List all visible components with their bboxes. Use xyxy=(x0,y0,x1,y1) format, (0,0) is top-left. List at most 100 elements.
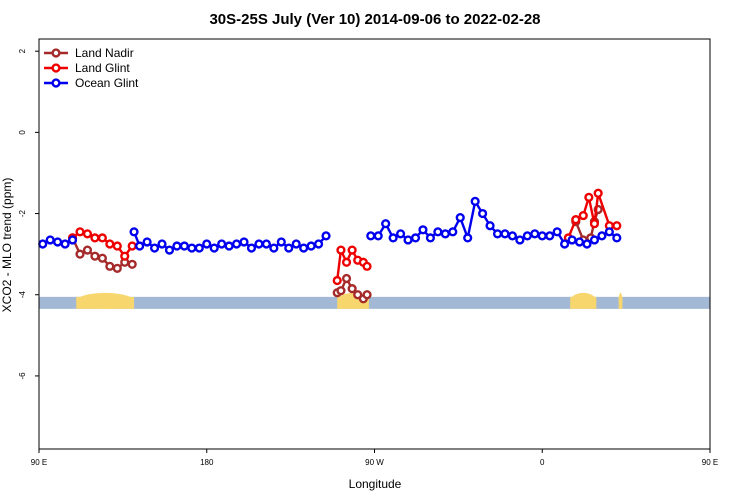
data-point xyxy=(381,219,391,229)
data-point xyxy=(202,239,212,249)
data-point xyxy=(90,233,100,243)
data-point xyxy=(593,188,603,198)
legend-label: Land Nadir xyxy=(75,46,134,60)
data-point xyxy=(306,241,316,251)
data-point xyxy=(284,243,294,253)
data-point xyxy=(38,239,48,249)
data-point xyxy=(362,290,372,300)
x-tick-label: 90 E xyxy=(702,458,718,467)
legend-label: Ocean Glint xyxy=(75,76,139,90)
data-point xyxy=(388,233,398,243)
data-point xyxy=(537,231,547,241)
data-point xyxy=(299,243,309,253)
x-axis-label: Longitude xyxy=(349,477,402,491)
x-tick-label: 90 W xyxy=(365,458,384,467)
data-point xyxy=(224,241,234,251)
data-point xyxy=(179,241,189,251)
legend-marker xyxy=(51,78,61,88)
data-point xyxy=(75,249,85,259)
data-point xyxy=(246,243,257,253)
data-point xyxy=(366,231,376,241)
data-point xyxy=(172,241,182,251)
data-point xyxy=(362,261,372,271)
data-point xyxy=(455,213,465,223)
y-tick-label: 0 xyxy=(18,130,27,135)
data-point xyxy=(105,261,115,271)
data-point xyxy=(45,235,55,245)
series-ocean-glint xyxy=(38,196,622,255)
y-tick-label: 2 xyxy=(18,48,27,53)
data-point xyxy=(612,233,622,243)
data-point xyxy=(597,231,607,241)
data-point xyxy=(336,286,346,296)
y-tick-label: -4 xyxy=(18,291,27,299)
x-tick-label: 180 xyxy=(200,458,214,467)
data-point xyxy=(403,235,413,245)
data-point xyxy=(440,229,450,239)
data-point xyxy=(127,259,137,269)
legend-item: Land Nadir xyxy=(44,46,134,60)
data-point xyxy=(127,241,137,251)
legend-item: Ocean Glint xyxy=(44,76,139,90)
data-point xyxy=(53,237,63,247)
data-point xyxy=(578,210,588,221)
data-point xyxy=(164,245,175,255)
data-point xyxy=(67,235,78,245)
data-point xyxy=(582,239,592,249)
data-point xyxy=(97,233,107,243)
data-point xyxy=(347,284,357,294)
data-point xyxy=(574,237,585,247)
data-point xyxy=(135,241,145,251)
legend-item: Land Glint xyxy=(44,61,130,75)
series-layer xyxy=(38,188,622,304)
legend-label: Land Glint xyxy=(75,61,130,75)
data-point xyxy=(571,215,581,225)
data-point xyxy=(433,227,443,237)
data-point xyxy=(254,239,264,249)
data-point xyxy=(418,225,428,235)
data-point xyxy=(347,245,357,255)
data-point xyxy=(194,243,204,253)
data-point xyxy=(82,245,93,255)
data-point xyxy=(90,251,100,261)
data-point xyxy=(395,229,406,239)
data-point xyxy=(545,231,555,241)
data-point xyxy=(341,257,352,267)
chart-title: 30S-25S July (Ver 10) 2014-09-06 to 2022… xyxy=(209,11,540,28)
data-point xyxy=(448,227,458,237)
data-point xyxy=(336,245,346,255)
data-point xyxy=(463,233,473,243)
data-point xyxy=(276,237,286,247)
data-point xyxy=(522,231,532,241)
data-point xyxy=(142,237,152,247)
x-axis-ticks: 90 E 180 90 W 0 90 E xyxy=(31,449,718,467)
land-blob-2 xyxy=(570,292,597,309)
data-point xyxy=(129,227,139,237)
data-point xyxy=(584,192,594,202)
y-tick-label: -6 xyxy=(18,372,27,380)
data-point xyxy=(470,196,480,206)
data-point xyxy=(332,275,342,286)
data-point xyxy=(589,235,600,245)
data-point xyxy=(321,231,331,241)
land-ocean-band xyxy=(39,292,710,309)
data-point xyxy=(560,239,570,249)
data-point xyxy=(341,273,352,284)
data-point xyxy=(60,239,70,249)
y-axis-ticks: 2 0 -2 -4 -6 xyxy=(18,48,39,379)
data-point xyxy=(187,243,197,253)
data-point xyxy=(239,237,249,247)
x-tick-label: 90 E xyxy=(31,458,47,467)
data-point xyxy=(500,229,510,239)
data-point xyxy=(157,239,167,249)
y-axis-label: XCO2 - MLO trend (ppm) xyxy=(0,178,14,313)
data-point xyxy=(507,231,518,241)
data-point xyxy=(552,227,562,237)
data-point xyxy=(478,208,488,219)
land-blob-3 xyxy=(618,292,623,309)
data-point xyxy=(269,243,279,253)
data-point xyxy=(120,251,130,261)
legend-marker xyxy=(51,48,61,58)
